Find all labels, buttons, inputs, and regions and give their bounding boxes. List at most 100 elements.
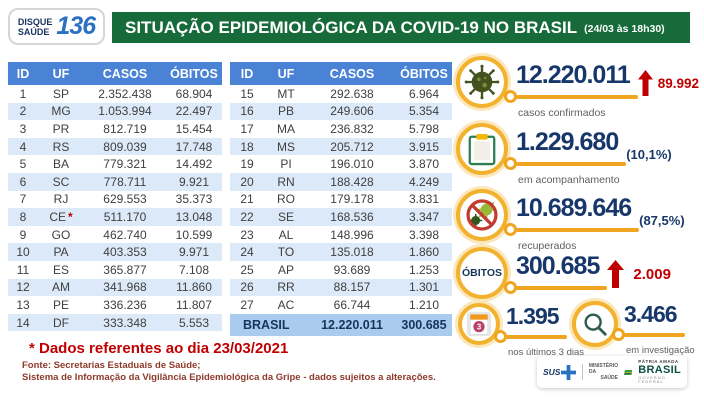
table-row: 7 RJ 629.553 35.373 [8, 191, 222, 209]
cell-id: 21 [240, 192, 254, 207]
col-id: ID [240, 66, 254, 81]
cell-casos: 365.877 [103, 262, 147, 277]
saude-text: SAÚDE [17, 26, 50, 37]
cell-casos: 462.740 [103, 227, 147, 242]
cell-casos: 341.968 [103, 280, 147, 295]
cell-uf: PB [277, 104, 294, 119]
calendar-3-icon-svg: 3 [466, 311, 492, 337]
recovered-label: recuperados [518, 240, 577, 252]
cell-uf: RN [277, 174, 295, 189]
cell-obitos: 3.870 [408, 157, 440, 172]
cell-uf: PA [53, 245, 69, 260]
up-arrow-icon [607, 260, 625, 288]
magnifier-icon-svg [584, 313, 607, 336]
cell-id: 13 [16, 297, 30, 312]
table-header: ID UF CASOS ÓBITOS [230, 62, 452, 85]
investigation-value: 3.466 [624, 301, 678, 327]
cell-obitos: 1.860 [408, 245, 440, 260]
col-uf: UF [277, 66, 295, 81]
table-row: 27 AC 66.744 1.210 [230, 296, 452, 314]
ministry-logo: MINISTÉRIO DA SAÚDE [589, 363, 618, 381]
cell-obitos: 1.210 [408, 297, 440, 312]
col-casos: CASOS [102, 66, 148, 81]
table-row: 21 RO 179.178 3.831 [230, 191, 452, 209]
cell-id: 4 [19, 139, 27, 154]
cell-casos: 236.832 [330, 121, 374, 136]
cell-uf: ES [52, 262, 69, 277]
cell-id: 10 [16, 245, 30, 260]
title-datetime: (24/03 às 18h30) [584, 23, 665, 35]
confirmed-value: 12.220.011 [516, 61, 631, 89]
no-virus-icon [456, 189, 508, 241]
cell-casos: 403.353 [103, 245, 147, 260]
cell-obitos: 9.921 [178, 174, 210, 189]
data-note-asterisk: * [68, 209, 73, 224]
cell-casos: 1.053.994 [98, 104, 152, 119]
table-row: 13 PE 336.236 11.807 [8, 296, 222, 314]
cell-obitos: 3.915 [408, 139, 440, 154]
cell-casos: 249.606 [330, 104, 374, 119]
virus-icon-svg [464, 64, 500, 100]
cell-casos: 2.352.438 [98, 86, 152, 101]
clipboard-icon-svg [468, 133, 496, 166]
obitos-badge-icon: ÓBITOS [456, 247, 508, 299]
col-id: ID [16, 66, 30, 81]
deaths-3days-label: nos últimos 3 dias [508, 347, 585, 358]
cell-id: 11 [16, 262, 30, 277]
confirmed-delta: 89.992 [657, 75, 700, 91]
stat-monitoring: 1.229.680 (10,1%) em acompanhamento [456, 123, 672, 186]
cell-casos: 188.428 [330, 174, 374, 189]
deaths-delta: 2.009 [633, 265, 671, 283]
left-table-body: 1 SP 2.352.438 68.904 2 MG 1.053.994 22.497 3 PR 8… [8, 85, 222, 332]
table-row: 18 MS 205.712 3.915 [230, 137, 452, 156]
cell-id: 8 [19, 209, 27, 224]
patria-amada-text: PÁTRIA AMADA [638, 359, 679, 365]
source-line-1: Fonte: Secretarias Estaduais de Saúde; [22, 360, 201, 371]
investigation-label: em investigação [626, 345, 695, 356]
table-row: 3 PR 812.719 15.454 [8, 120, 222, 138]
monitoring-label: em acompanhamento [518, 174, 620, 186]
cell-obitos: 22.497 [175, 104, 213, 119]
cell-uf: RS [52, 139, 70, 154]
cell-obitos: 7.108 [178, 262, 210, 277]
calendar-day-number: 3 [477, 323, 482, 332]
table-row: 15 MT 292.638 6.964 [230, 85, 452, 103]
cell-uf: MT [277, 86, 295, 101]
cell-id: 20 [240, 174, 254, 189]
table-row: 8 CE * 511.170 13.048 [8, 208, 222, 226]
cell-id: 17 [240, 121, 254, 136]
cell-casos: 205.712 [330, 139, 374, 154]
cell-casos: 88.157 [333, 280, 371, 295]
cell-obitos: 14.492 [175, 157, 213, 172]
calendar-3-icon: 3 [458, 303, 500, 345]
cell-obitos: 3.831 [408, 192, 440, 207]
cell-id: 2 [19, 104, 27, 119]
stat-deaths-last-3-days: 3 1.395 nos últimos 3 dias [458, 303, 584, 358]
cell-casos: 778.711 [103, 174, 147, 189]
cell-uf: RJ [53, 192, 69, 207]
recovered-value: 10.689.646 [516, 194, 632, 222]
cell-obitos: 5.553 [178, 315, 210, 330]
gold-underline [504, 157, 627, 170]
total-casos: 12.220.011 [321, 317, 383, 332]
source-line-2: Sistema de Informação da Vigilância Epid… [22, 371, 436, 383]
cell-obitos: 15.454 [175, 121, 213, 136]
disque-text: DISQUE [17, 16, 53, 27]
table-row: 23 AL 148.996 3.398 [230, 226, 452, 244]
cell-uf: PI [280, 157, 292, 172]
cell-id: 1 [19, 86, 27, 101]
col-obitos: ÓBITOS [170, 66, 218, 81]
states-table-left: ID UF CASOS ÓBITOS 1 SP 2.352.438 68.904 2 MG… [8, 62, 222, 332]
cell-uf: AM [52, 280, 70, 295]
cell-casos: 66.744 [333, 297, 371, 312]
col-uf: UF [52, 66, 70, 81]
clipboard-icon [456, 123, 508, 175]
table-row: 20 RN 188.428 4.249 [230, 172, 452, 191]
cell-id: 5 [19, 157, 27, 172]
ministry-line-2: SAÚDE [600, 375, 618, 381]
obitos-badge-text: ÓBITOS [461, 267, 503, 279]
deaths-3days-value: 1.395 [506, 303, 560, 329]
table-row: 1 SP 2.352.438 68.904 [8, 85, 222, 103]
cell-uf: MS [277, 139, 295, 154]
